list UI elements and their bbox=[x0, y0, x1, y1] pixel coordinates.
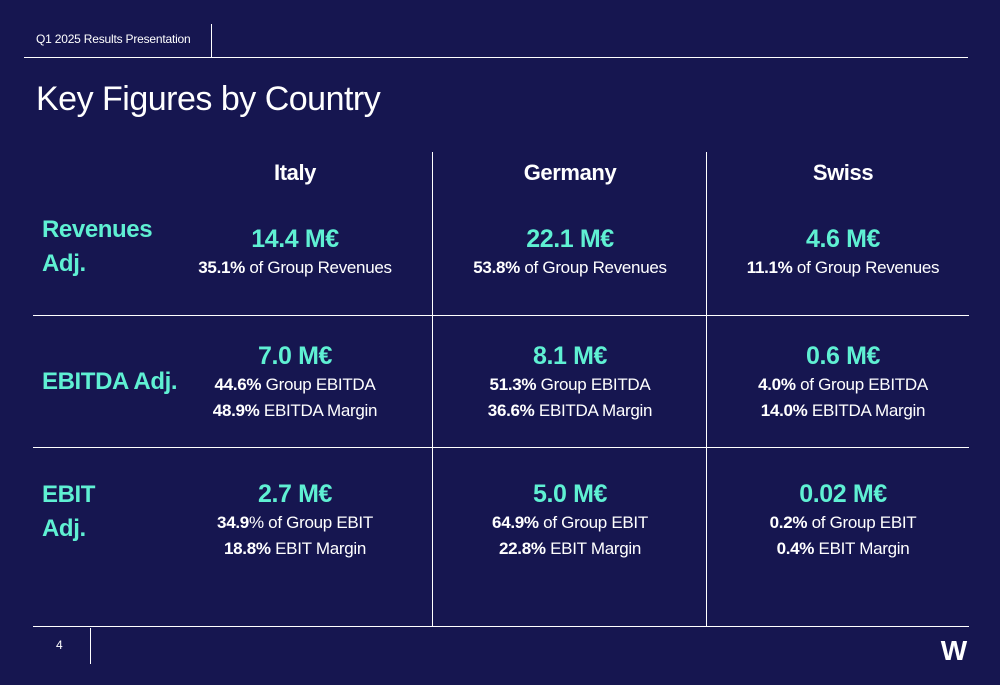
cell-ebit-italy: 2.7 M€ 34.9% of Group EBIT 18.8% EBIT Ma… bbox=[158, 478, 432, 562]
cell-revenues-swiss: 4.6 M€ 11.1% of Group Revenues bbox=[706, 223, 980, 281]
cell-line: 18.8% EBIT Margin bbox=[158, 536, 432, 562]
cell-value: 5.0 M€ bbox=[532, 480, 608, 508]
row-label-ebit: EBIT Adj. bbox=[42, 478, 122, 546]
page-title: Key Figures by Country bbox=[36, 80, 381, 118]
row-label-ebitda: EBITDA Adj. bbox=[42, 365, 192, 399]
cell-ebit-germany: 5.0 M€ 64.9% of Group EBIT 22.8% EBIT Ma… bbox=[433, 478, 707, 562]
cell-line-text: of Group EBITDA bbox=[795, 375, 928, 394]
cell-line-text: Group EBITDA bbox=[536, 375, 651, 394]
footer-divider bbox=[90, 628, 91, 664]
cell-line-bold: 36.6% bbox=[487, 401, 535, 420]
row-label-revenues: Revenues Adj. bbox=[42, 213, 172, 281]
cell-line: 35.1% of Group Revenues bbox=[158, 255, 432, 281]
cell-line-text: of Group EBIT bbox=[807, 513, 917, 532]
column-header-italy: Italy bbox=[273, 160, 317, 185]
cell-line-text: EBITDA Margin bbox=[259, 401, 378, 420]
cell-line-bold: 14.0% bbox=[760, 401, 808, 420]
cell-line-bold: 44.6% bbox=[214, 375, 262, 394]
header-divider bbox=[211, 24, 212, 58]
grid-hline bbox=[33, 447, 969, 448]
cell-value: 14.4 M€ bbox=[251, 225, 339, 253]
grid-vline bbox=[432, 152, 433, 626]
cell-ebitda-germany: 8.1 M€ 51.3% Group EBITDA 36.6% EBITDA M… bbox=[433, 340, 707, 424]
cell-line: 0.4% EBIT Margin bbox=[706, 536, 980, 562]
cell-value: 7.0 M€ bbox=[257, 342, 333, 370]
cell-line: 4.0% of Group EBITDA bbox=[706, 372, 980, 398]
cell-line-bold: 0.4% bbox=[776, 539, 815, 558]
cell-value: 8.1 M€ bbox=[532, 342, 608, 370]
cell-line: 0.2% of Group EBIT bbox=[706, 510, 980, 536]
grid-vline bbox=[706, 152, 707, 626]
cell-line-bold: 35.1% bbox=[198, 258, 245, 277]
cell-line: 34.9% of Group EBIT bbox=[158, 510, 432, 536]
cell-value: 22.1 M€ bbox=[526, 225, 614, 253]
cell-line: 11.1% of Group Revenues bbox=[706, 255, 980, 281]
cell-ebit-swiss: 0.02 M€ 0.2% of Group EBIT 0.4% EBIT Mar… bbox=[706, 478, 980, 562]
row-label-line: Adj. bbox=[42, 515, 86, 542]
cell-line-bold: 11.1% bbox=[746, 258, 793, 277]
cell-line-text: of Group EBIT bbox=[538, 513, 648, 532]
cell-line: 36.6% EBITDA Margin bbox=[433, 398, 707, 424]
header-rule bbox=[24, 57, 968, 58]
cell-ebitda-swiss: 0.6 M€ 4.0% of Group EBITDA 14.0% EBITDA… bbox=[706, 340, 980, 424]
cell-line-bold: 34.9 bbox=[217, 513, 249, 532]
column-header-swiss: Swiss bbox=[812, 160, 874, 185]
cell-line: 53.8% of Group Revenues bbox=[433, 255, 707, 281]
cell-line-text: of Group Revenues bbox=[792, 258, 940, 277]
cell-line-bold: 64.9% bbox=[492, 513, 539, 532]
grid-hline bbox=[33, 315, 969, 316]
brand-logo: W bbox=[940, 635, 968, 669]
cell-line-text: EBIT Margin bbox=[545, 539, 641, 558]
cell-ebitda-italy: 7.0 M€ 44.6% Group EBITDA 48.9% EBITDA M… bbox=[158, 340, 432, 424]
cell-line-text: EBIT Margin bbox=[270, 539, 366, 558]
row-label-line: EBIT bbox=[42, 481, 96, 508]
cell-value: 0.02 M€ bbox=[799, 480, 887, 508]
cell-line-text: Group EBITDA bbox=[261, 375, 376, 394]
cell-line-bold: 22.8% bbox=[499, 539, 546, 558]
cell-line: 64.9% of Group EBIT bbox=[433, 510, 707, 536]
column-header-germany: Germany bbox=[523, 160, 617, 185]
cell-revenues-germany: 22.1 M€ 53.8% of Group Revenues bbox=[433, 223, 707, 281]
cell-line-bold: 0.2% bbox=[769, 513, 808, 532]
cell-line-bold: 53.8% bbox=[473, 258, 520, 277]
cell-line: 22.8% EBIT Margin bbox=[433, 536, 707, 562]
row-label-line: Revenues bbox=[42, 216, 153, 243]
cell-revenues-italy: 14.4 M€ 35.1% of Group Revenues bbox=[158, 223, 432, 281]
cell-line-text: EBIT Margin bbox=[814, 539, 910, 558]
cell-line-text: EBITDA Margin bbox=[807, 401, 926, 420]
grid-hline bbox=[33, 626, 969, 627]
cell-line-text: of Group Revenues bbox=[519, 258, 667, 277]
cell-line: 14.0% EBITDA Margin bbox=[706, 398, 980, 424]
cell-line-text: of Group Revenues bbox=[244, 258, 392, 277]
cell-line-bold: 51.3% bbox=[489, 375, 537, 394]
cell-line-text: % of Group EBIT bbox=[248, 513, 373, 532]
header-label: Q1 2025 Results Presentation bbox=[36, 32, 191, 46]
cell-line-bold: 4.0% bbox=[758, 375, 796, 394]
logo-text: W bbox=[941, 636, 968, 664]
row-label-line: Adj. bbox=[42, 250, 86, 277]
cell-line-bold: 18.8% bbox=[224, 539, 271, 558]
cell-value: 2.7 M€ bbox=[257, 480, 333, 508]
cell-line: 44.6% Group EBITDA bbox=[158, 372, 432, 398]
cell-line-bold: 48.9% bbox=[212, 401, 260, 420]
cell-line: 48.9% EBITDA Margin bbox=[158, 398, 432, 424]
row-label-line: EBITDA Adj. bbox=[42, 368, 178, 395]
page-number: 4 bbox=[56, 638, 63, 652]
cell-line: 51.3% Group EBITDA bbox=[433, 372, 707, 398]
cell-value: 4.6 M€ bbox=[805, 225, 881, 253]
cell-value: 0.6 M€ bbox=[805, 342, 881, 370]
cell-line-text: EBITDA Margin bbox=[534, 401, 653, 420]
